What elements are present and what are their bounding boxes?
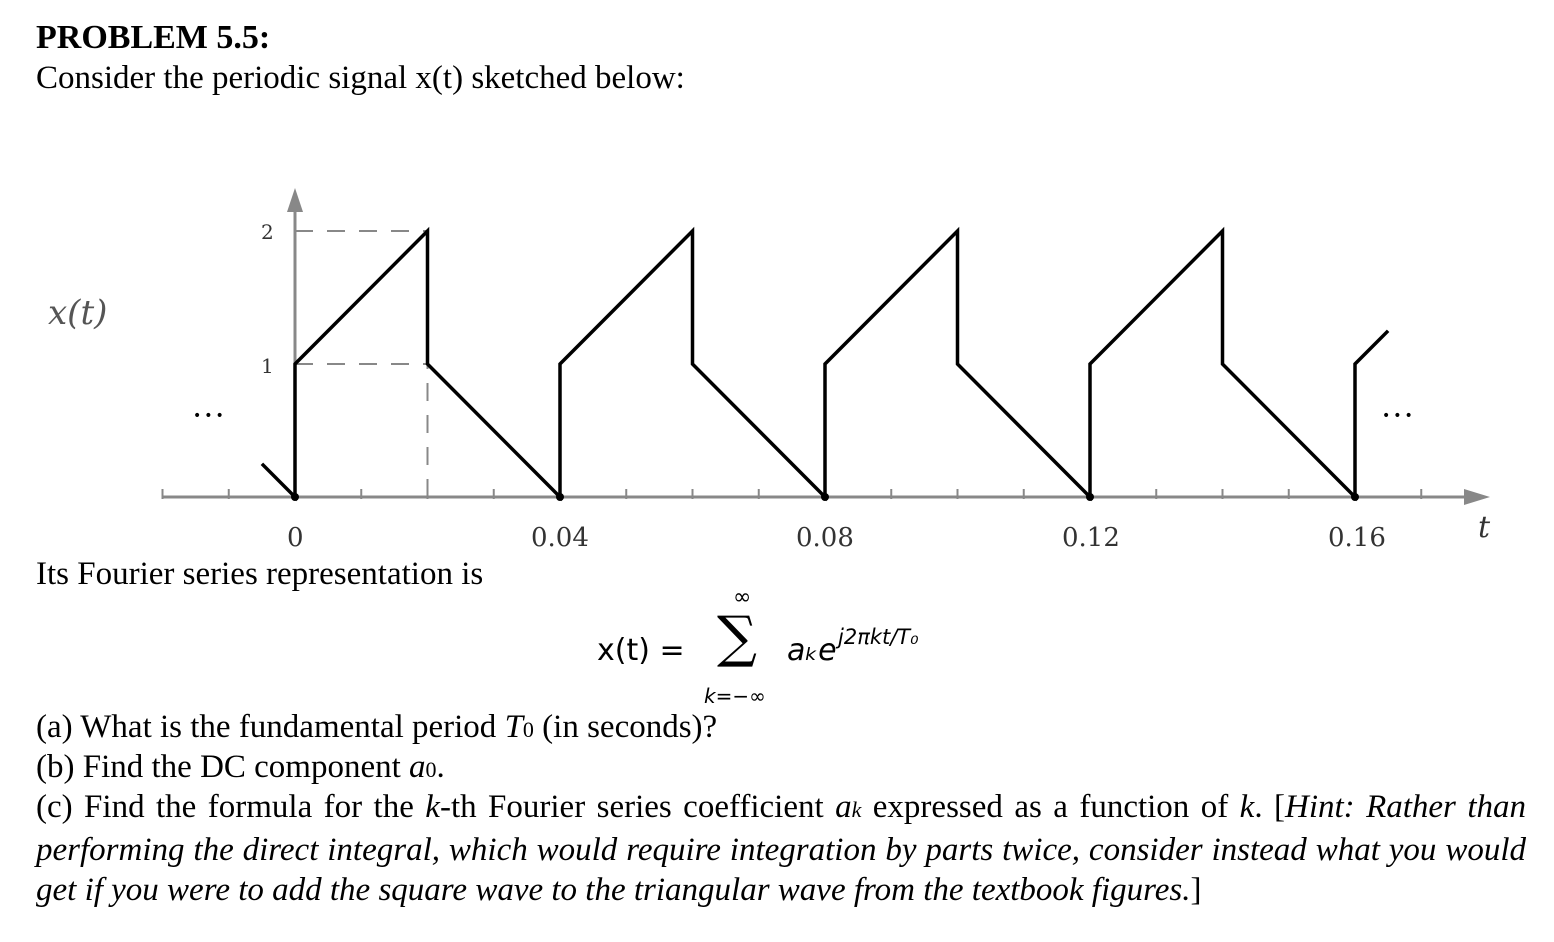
equation-lhs: x(t) = <box>597 633 685 668</box>
dashed-guides <box>295 230 429 497</box>
signal-vertex <box>291 493 299 501</box>
ellipsis-right: ••• <box>1382 408 1416 424</box>
fourier-intro: Its Fourier series representation is <box>36 556 484 592</box>
sum-symbol: ∑ <box>717 605 757 670</box>
y-axis-label: x(t) <box>48 293 107 333</box>
signal-waveform <box>260 226 1390 502</box>
x-tick-label-004: 0.04 <box>531 523 589 553</box>
signal-vertex <box>556 493 564 501</box>
question-c: (c) Find the formula for the k-th Fourie… <box>36 789 1526 908</box>
ellipsis-left: ••• <box>193 408 227 424</box>
signal-vertex <box>821 493 829 501</box>
signal-vertex <box>1351 493 1359 501</box>
question-a: (a) What is the fundamental period T0 (i… <box>36 709 718 745</box>
x-tick-label-0: 0 <box>287 523 304 553</box>
x-tick-label-012: 0.12 <box>1062 523 1120 553</box>
x-tick-label-008: 0.08 <box>796 523 854 553</box>
sum-upper-limit: ∞ <box>733 585 752 610</box>
signal-vertex <box>1086 493 1094 501</box>
y-tick-label-1: 1 <box>261 354 274 378</box>
x-axis-ticks <box>161 230 1423 499</box>
x-axis-label: t <box>1478 510 1491 545</box>
x-axis-arrow <box>1464 489 1490 505</box>
hint-text: Hint: Rather than performing the direct … <box>36 789 1526 908</box>
sum-lower-limit: k=−∞ <box>704 684 766 708</box>
y-axis-arrow <box>287 188 303 212</box>
x-tick-label-016: 0.16 <box>1328 523 1386 553</box>
problem-intro: Consider the periodic signal x(t) sketch… <box>36 60 685 96</box>
y-tick-label-2: 2 <box>261 220 274 244</box>
problem-title: PROBLEM 5.5: <box>36 19 271 56</box>
sum-term: aₖe <box>787 633 837 668</box>
question-b: (b) Find the DC component a0. <box>36 749 445 785</box>
sum-exponent: j2πkt/T₀ <box>838 625 919 649</box>
signal-vertices <box>291 493 1359 501</box>
